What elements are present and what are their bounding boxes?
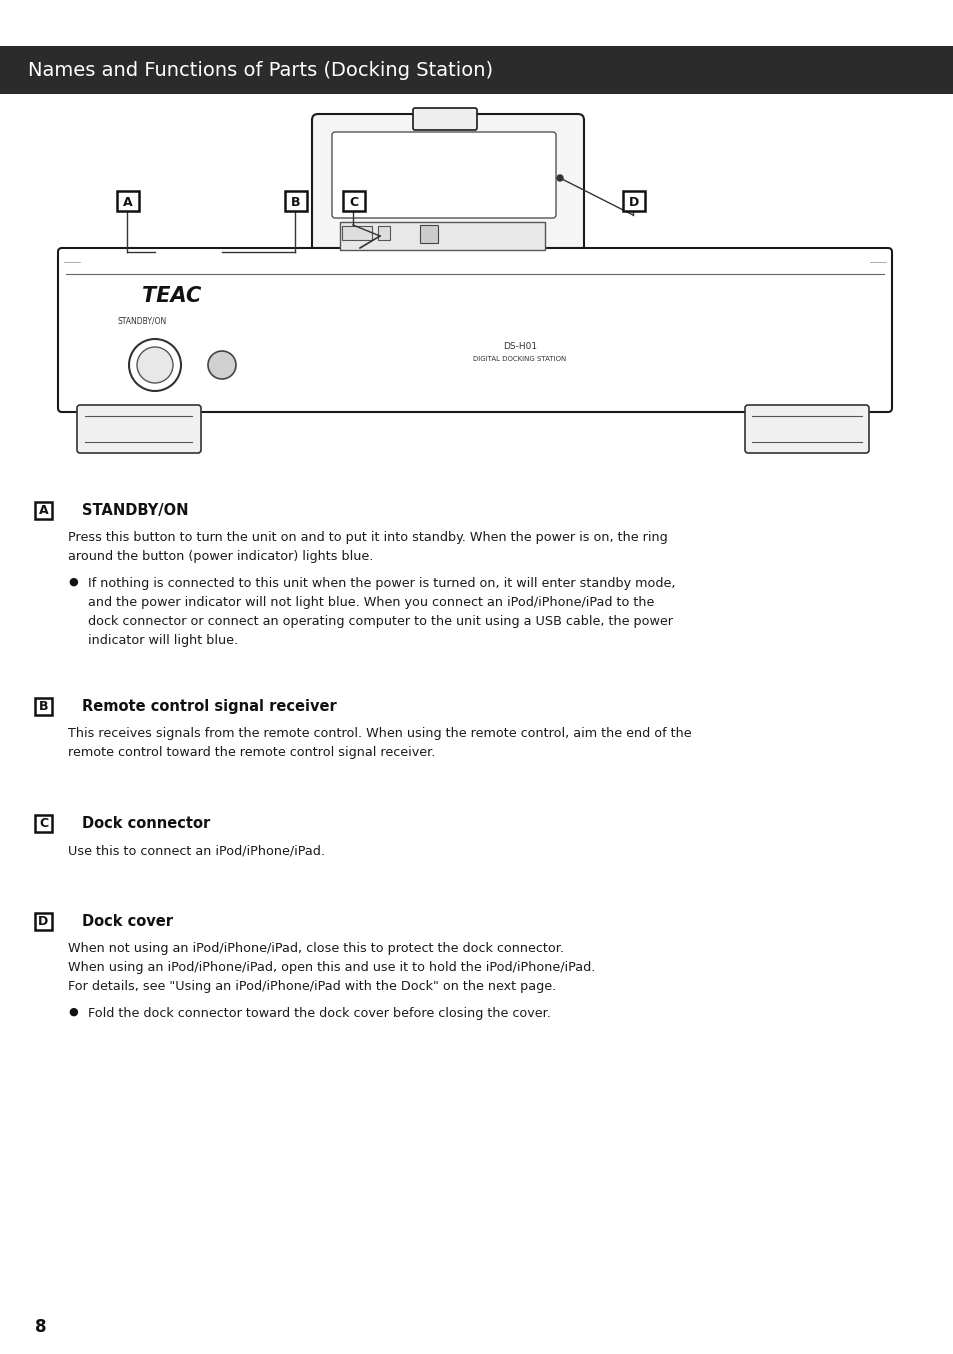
FancyBboxPatch shape <box>312 114 583 261</box>
Text: A: A <box>39 504 49 517</box>
Text: D: D <box>628 195 639 209</box>
Text: Press this button to turn the unit on and to put it into standby. When the power: Press this button to turn the unit on an… <box>68 531 667 544</box>
Text: When not using an iPod/iPhone/iPad, close this to protect the dock connector.: When not using an iPod/iPhone/iPad, clos… <box>68 942 563 955</box>
Text: Names and Functions of Parts (Docking Station): Names and Functions of Parts (Docking St… <box>28 61 493 80</box>
Text: Use this to connect an iPod/iPhone/iPad.: Use this to connect an iPod/iPhone/iPad. <box>68 844 325 857</box>
Bar <box>35 815 52 831</box>
Text: 8: 8 <box>35 1317 47 1336</box>
Text: B: B <box>291 195 300 209</box>
Text: Fold the dock connector toward the dock cover before closing the cover.: Fold the dock connector toward the dock … <box>88 1007 550 1020</box>
FancyBboxPatch shape <box>77 405 201 454</box>
Text: DS-H01: DS-H01 <box>502 343 537 351</box>
FancyBboxPatch shape <box>744 405 868 454</box>
Text: A: A <box>123 195 132 209</box>
Text: C: C <box>349 195 358 209</box>
Bar <box>377 226 390 240</box>
FancyBboxPatch shape <box>332 131 556 218</box>
Circle shape <box>208 351 235 379</box>
Text: TEAC: TEAC <box>142 286 201 306</box>
Text: around the button (power indicator) lights blue.: around the button (power indicator) ligh… <box>68 550 373 563</box>
Text: indicator will light blue.: indicator will light blue. <box>88 634 238 647</box>
Text: When using an iPod/iPhone/iPad, open this and use it to hold the iPod/iPhone/iPa: When using an iPod/iPhone/iPad, open thi… <box>68 961 595 974</box>
Text: Dock connector: Dock connector <box>82 816 210 831</box>
Circle shape <box>137 347 172 383</box>
Bar <box>622 191 644 211</box>
Bar <box>0 46 953 93</box>
Text: ●: ● <box>68 1007 77 1017</box>
FancyBboxPatch shape <box>58 248 891 412</box>
Text: Dock cover: Dock cover <box>82 914 172 929</box>
Bar <box>339 222 544 250</box>
Bar <box>419 225 437 242</box>
Text: DIGITAL DOCKING STATION: DIGITAL DOCKING STATION <box>473 356 566 362</box>
Bar <box>35 913 52 930</box>
Bar <box>117 191 139 211</box>
Text: STANDBY/ON: STANDBY/ON <box>82 502 189 519</box>
Text: STANDBY/ON: STANDBY/ON <box>118 317 167 326</box>
Text: and the power indicator will not light blue. When you connect an iPod/iPhone/iPa: and the power indicator will not light b… <box>88 596 654 609</box>
Circle shape <box>557 175 562 181</box>
Text: Remote control signal receiver: Remote control signal receiver <box>82 699 336 714</box>
Bar <box>341 226 372 240</box>
FancyBboxPatch shape <box>413 108 476 130</box>
Text: D: D <box>38 915 49 927</box>
Text: C: C <box>39 816 48 830</box>
Text: This receives signals from the remote control. When using the remote control, ai: This receives signals from the remote co… <box>68 727 691 741</box>
Text: If nothing is connected to this unit when the power is turned on, it will enter : If nothing is connected to this unit whe… <box>88 577 675 590</box>
Text: ●: ● <box>68 577 77 588</box>
Text: For details, see "Using an iPod/iPhone/iPad with the Dock" on the next page.: For details, see "Using an iPod/iPhone/i… <box>68 980 556 992</box>
Bar <box>35 699 52 715</box>
Circle shape <box>129 338 181 391</box>
Bar <box>343 191 365 211</box>
Bar <box>285 191 307 211</box>
Text: dock connector or connect an operating computer to the unit using a USB cable, t: dock connector or connect an operating c… <box>88 615 672 628</box>
Bar <box>35 502 52 519</box>
Text: remote control toward the remote control signal receiver.: remote control toward the remote control… <box>68 746 435 760</box>
Text: B: B <box>39 700 49 714</box>
